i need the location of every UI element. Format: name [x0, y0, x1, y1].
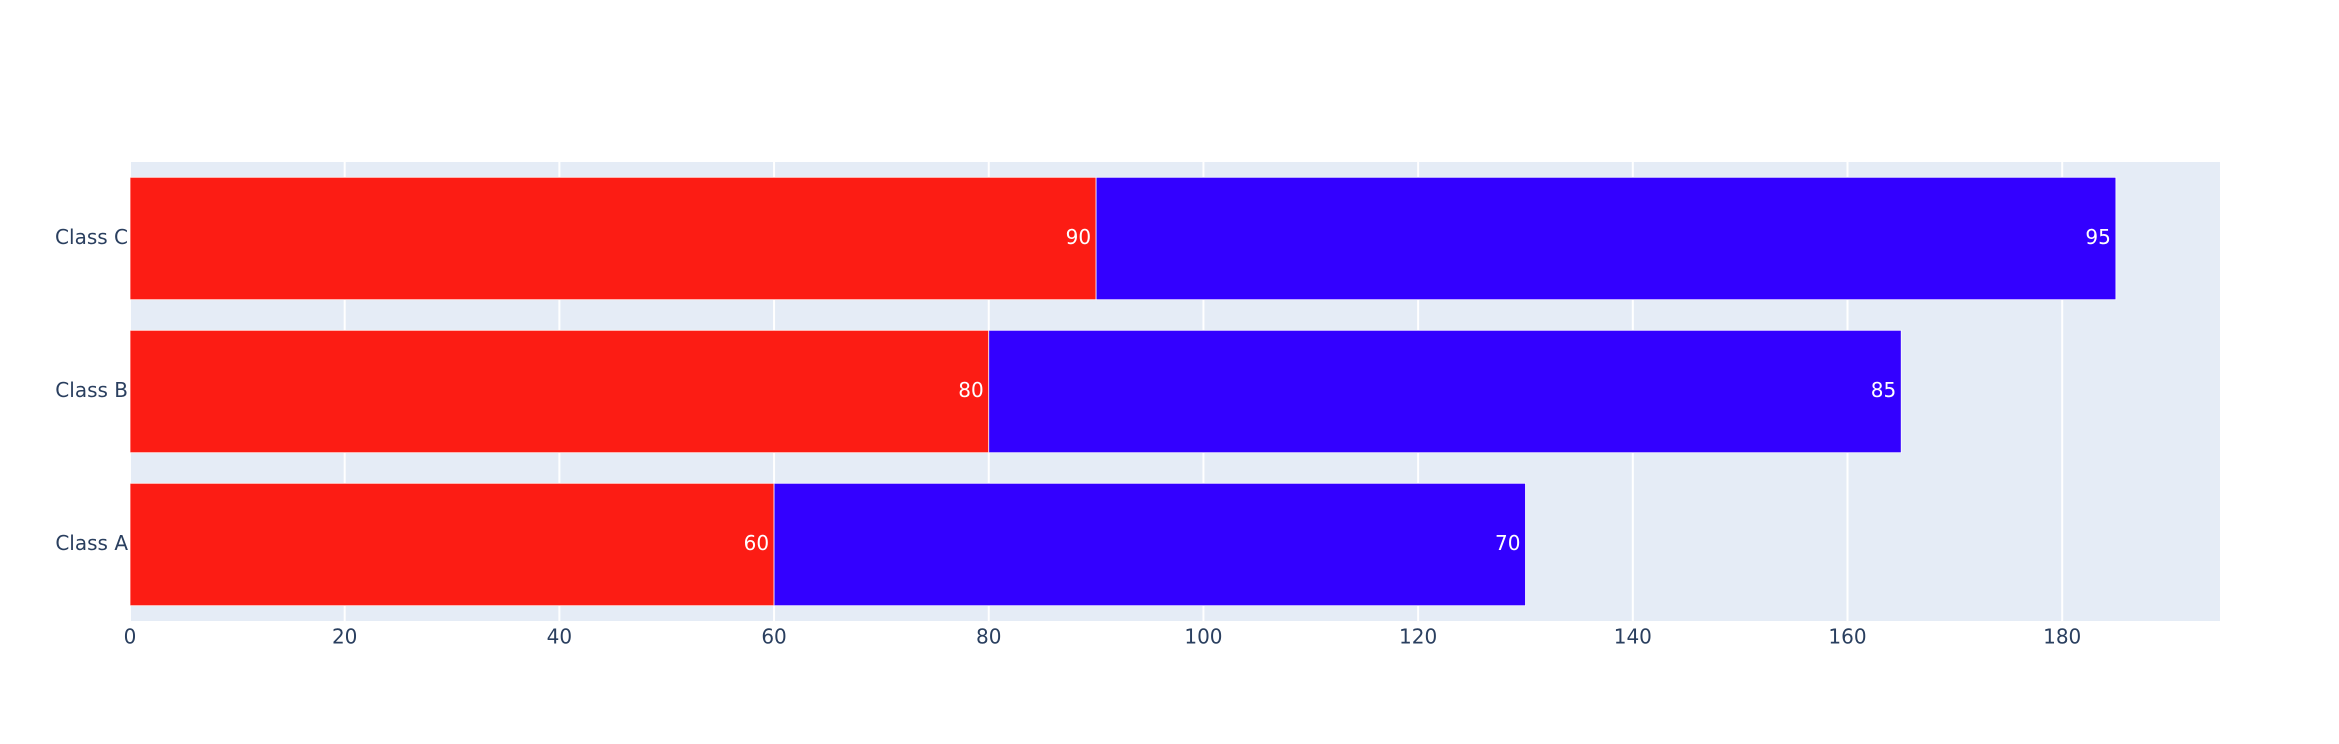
- x-tick-label: 140: [1614, 625, 1652, 649]
- bar-value-label: 95: [2085, 225, 2110, 249]
- bar-value-label: 90: [1066, 225, 1091, 249]
- bar-value-label: 85: [1871, 378, 1896, 402]
- x-tick-label: 0: [124, 625, 137, 649]
- x-tick-label: 60: [761, 625, 786, 649]
- bar-value-label: 60: [744, 531, 769, 555]
- bar: [1095, 176, 2117, 301]
- bar-value-label: 80: [958, 378, 983, 402]
- x-tick-label: 100: [1184, 625, 1222, 649]
- y-tick-label: Class B: [55, 378, 128, 402]
- x-tick-label: 160: [1828, 625, 1866, 649]
- y-tick-label: Class C: [55, 225, 128, 249]
- x-tick-label: 80: [976, 625, 1001, 649]
- x-tick-label: 20: [332, 625, 357, 649]
- bar: [129, 329, 990, 454]
- y-tick-label: Class A: [55, 531, 128, 555]
- x-tick-label: 180: [2043, 625, 2081, 649]
- x-tick-label: 120: [1399, 625, 1437, 649]
- bar: [129, 482, 775, 607]
- bar: [129, 176, 1097, 301]
- bar: [773, 482, 1526, 607]
- bar-value-label: 70: [1495, 531, 1520, 555]
- bar: [988, 329, 1902, 454]
- x-tick-label: 40: [547, 625, 572, 649]
